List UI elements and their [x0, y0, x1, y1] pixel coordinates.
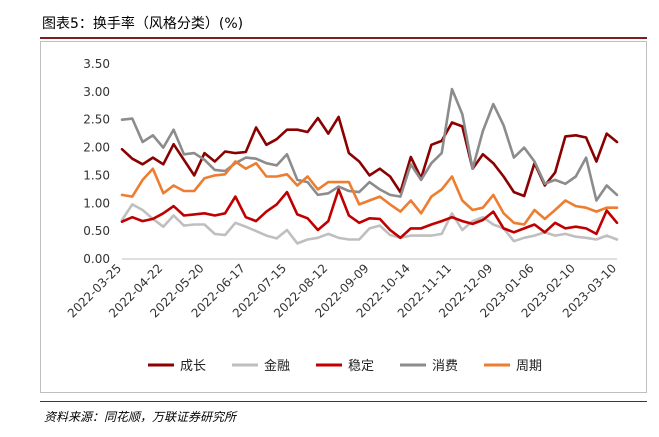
y-tick-label: 0.00: [83, 252, 110, 266]
series-line-0: [120, 115, 619, 198]
chart-frame: [40, 41, 647, 393]
series-line-2: [120, 188, 619, 240]
y-tick-label: 2.00: [83, 141, 110, 155]
source-divider: [40, 401, 647, 402]
chart-title: 图表5：换手率（风格分类）(%): [42, 16, 244, 32]
y-tick-label: 1.00: [83, 196, 110, 210]
legend-label: 金融: [264, 358, 290, 374]
y-tick-label: 3.00: [83, 85, 110, 99]
source-note: 资料来源：同花顺，万联证券研究所: [44, 410, 237, 424]
axis-layer: 0.000.501.001.502.002.503.003.502022-03-…: [65, 57, 619, 320]
y-tick-label: 1.50: [83, 168, 110, 182]
legend-label: 稳定: [348, 358, 374, 374]
legend-label: 周期: [516, 359, 542, 374]
title-divider: [40, 37, 647, 39]
series-line-4: [120, 160, 619, 226]
legend-label: 消费: [432, 359, 458, 374]
series-line-3: [120, 87, 619, 202]
legend: 成长 金融 稳定 消费 周期: [148, 358, 542, 374]
series-line-1: [120, 203, 619, 245]
y-tick-label: 3.50: [83, 57, 110, 71]
legend-label: 成长: [180, 359, 206, 374]
y-tick-label: 0.50: [83, 224, 110, 238]
series-layer: [120, 87, 619, 245]
y-tick-label: 2.50: [83, 113, 110, 127]
